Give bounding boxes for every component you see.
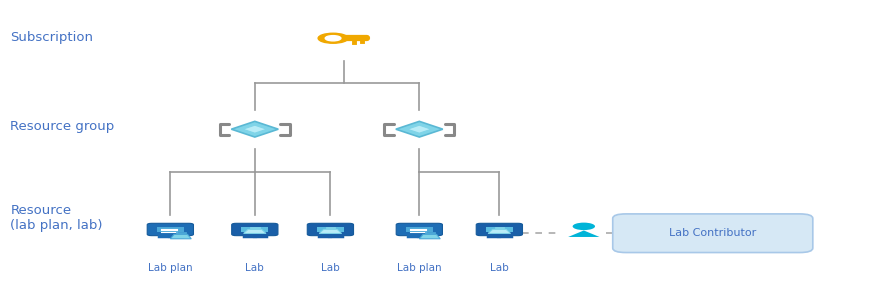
Text: Lab: Lab — [321, 263, 340, 273]
Text: Resource group: Resource group — [11, 120, 114, 133]
Polygon shape — [319, 229, 342, 233]
Text: Subscription: Subscription — [11, 31, 94, 44]
FancyBboxPatch shape — [486, 227, 513, 232]
Text: Lab: Lab — [245, 263, 264, 273]
Polygon shape — [244, 229, 266, 233]
Text: Lab Contributor: Lab Contributor — [669, 228, 756, 238]
Text: Lab: Lab — [490, 263, 508, 273]
Polygon shape — [568, 230, 599, 237]
Circle shape — [318, 33, 348, 43]
FancyBboxPatch shape — [242, 227, 268, 232]
Polygon shape — [408, 125, 431, 133]
Text: Lab plan: Lab plan — [397, 263, 442, 273]
FancyBboxPatch shape — [232, 223, 278, 236]
FancyBboxPatch shape — [157, 227, 184, 232]
FancyBboxPatch shape — [307, 223, 353, 236]
Text: Lab plan: Lab plan — [148, 263, 193, 273]
FancyBboxPatch shape — [476, 223, 523, 236]
FancyBboxPatch shape — [406, 227, 433, 232]
Circle shape — [326, 36, 341, 41]
FancyBboxPatch shape — [317, 227, 343, 232]
Circle shape — [573, 223, 595, 230]
Polygon shape — [396, 121, 442, 137]
Polygon shape — [231, 121, 278, 137]
Polygon shape — [170, 234, 191, 239]
FancyBboxPatch shape — [147, 223, 194, 236]
FancyBboxPatch shape — [613, 214, 813, 253]
FancyBboxPatch shape — [396, 223, 442, 236]
Polygon shape — [488, 229, 510, 233]
Polygon shape — [419, 234, 441, 239]
Polygon shape — [243, 125, 267, 133]
Text: Resource
(lab plan, lab): Resource (lab plan, lab) — [11, 204, 103, 232]
